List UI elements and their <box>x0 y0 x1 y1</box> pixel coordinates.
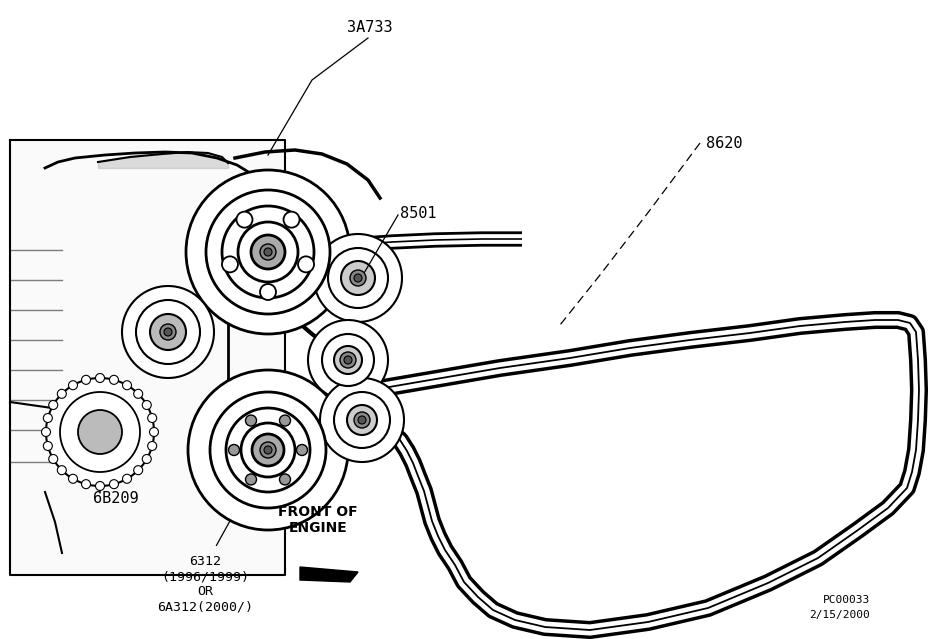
Circle shape <box>328 248 388 308</box>
Circle shape <box>296 445 308 456</box>
Circle shape <box>358 416 366 424</box>
Circle shape <box>237 212 253 227</box>
Circle shape <box>280 474 291 485</box>
Circle shape <box>260 244 276 260</box>
Circle shape <box>42 427 50 436</box>
Circle shape <box>260 442 276 458</box>
Circle shape <box>320 378 404 462</box>
Circle shape <box>95 374 104 383</box>
Circle shape <box>44 413 52 422</box>
Circle shape <box>283 212 299 227</box>
Circle shape <box>122 286 214 378</box>
Circle shape <box>133 389 143 398</box>
Text: 2/15/2000: 2/15/2000 <box>809 610 870 620</box>
Circle shape <box>44 442 52 450</box>
Circle shape <box>350 270 366 286</box>
Circle shape <box>46 378 154 486</box>
Circle shape <box>228 445 240 456</box>
Circle shape <box>222 256 238 272</box>
Circle shape <box>222 206 314 298</box>
Circle shape <box>280 415 291 426</box>
Text: 8620: 8620 <box>706 135 743 151</box>
Circle shape <box>206 190 330 314</box>
Circle shape <box>264 446 272 454</box>
Circle shape <box>68 474 77 483</box>
Circle shape <box>245 415 256 426</box>
Circle shape <box>260 284 276 300</box>
Circle shape <box>245 474 256 485</box>
Circle shape <box>308 320 388 400</box>
Circle shape <box>133 466 143 475</box>
Circle shape <box>48 454 58 463</box>
Circle shape <box>340 352 356 368</box>
Circle shape <box>251 235 285 269</box>
Circle shape <box>60 392 140 472</box>
Circle shape <box>57 389 66 398</box>
Polygon shape <box>300 567 358 582</box>
Text: 6B209: 6B209 <box>93 491 139 505</box>
Circle shape <box>109 480 118 489</box>
Circle shape <box>298 256 314 272</box>
Circle shape <box>147 413 157 422</box>
Circle shape <box>149 427 158 436</box>
Circle shape <box>147 442 157 450</box>
Circle shape <box>334 392 390 448</box>
Circle shape <box>81 480 90 489</box>
Circle shape <box>95 482 104 491</box>
Polygon shape <box>10 140 285 575</box>
Circle shape <box>322 334 374 386</box>
Circle shape <box>160 324 176 340</box>
Text: FRONT OF
ENGINE: FRONT OF ENGINE <box>278 505 358 535</box>
Text: 3A733: 3A733 <box>348 20 392 35</box>
Text: PC00033: PC00033 <box>823 595 870 605</box>
Circle shape <box>347 405 377 435</box>
Circle shape <box>186 170 350 334</box>
Circle shape <box>334 346 362 374</box>
Circle shape <box>264 248 272 256</box>
Circle shape <box>354 412 370 428</box>
Circle shape <box>109 375 118 384</box>
Circle shape <box>341 261 375 295</box>
Circle shape <box>81 375 90 384</box>
Circle shape <box>210 392 326 508</box>
Text: 8501: 8501 <box>400 206 436 220</box>
Text: 6312
(1996/1999)
OR
6A312(2000/): 6312 (1996/1999) OR 6A312(2000/) <box>157 555 253 613</box>
Circle shape <box>226 408 310 492</box>
Circle shape <box>188 370 348 530</box>
Circle shape <box>78 410 122 454</box>
Circle shape <box>136 300 200 364</box>
Circle shape <box>150 314 186 350</box>
Circle shape <box>57 466 66 475</box>
Circle shape <box>238 222 298 282</box>
Circle shape <box>68 381 77 390</box>
Circle shape <box>122 474 131 483</box>
Circle shape <box>241 423 295 477</box>
Circle shape <box>143 401 151 410</box>
Circle shape <box>314 234 402 322</box>
Circle shape <box>143 454 151 463</box>
Circle shape <box>122 381 131 390</box>
Circle shape <box>354 274 362 282</box>
Circle shape <box>48 401 58 410</box>
Circle shape <box>344 356 352 364</box>
Circle shape <box>164 328 172 336</box>
Circle shape <box>252 434 284 466</box>
